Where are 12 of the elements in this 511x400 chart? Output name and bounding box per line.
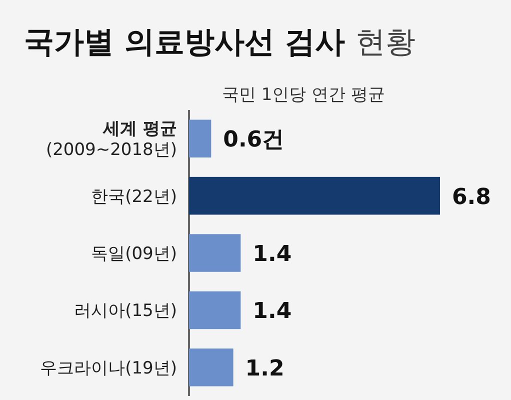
title: 국가별 의료방사선 검사 현황 (24, 25, 416, 60)
value-label: 6.8 (452, 184, 491, 210)
category: 우크라이나(19년) (40, 358, 177, 378)
value-label: 1.2 (245, 356, 284, 382)
subtitle: 국민 1인당 연간 평균 (222, 85, 386, 105)
category: 독일(09년) (91, 244, 177, 264)
value-label: 1.4 (252, 242, 292, 267)
category: 러시아(15년) (74, 301, 177, 322)
category: 한국(22년) (91, 186, 177, 207)
value-label: 1.4 (252, 299, 292, 324)
value-label: 0.6건 (223, 128, 284, 153)
category: 세계 평균 (2009~2018년) (46, 119, 177, 160)
